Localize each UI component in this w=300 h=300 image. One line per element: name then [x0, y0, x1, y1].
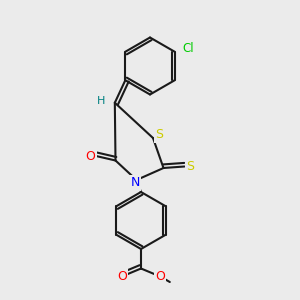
Text: O: O: [86, 149, 95, 163]
Text: O: O: [155, 270, 165, 284]
Text: S: S: [155, 128, 163, 142]
Text: O: O: [117, 269, 127, 283]
Text: Cl: Cl: [182, 42, 194, 55]
Text: N: N: [130, 176, 140, 190]
Text: S: S: [186, 160, 194, 173]
Text: H: H: [97, 96, 106, 106]
